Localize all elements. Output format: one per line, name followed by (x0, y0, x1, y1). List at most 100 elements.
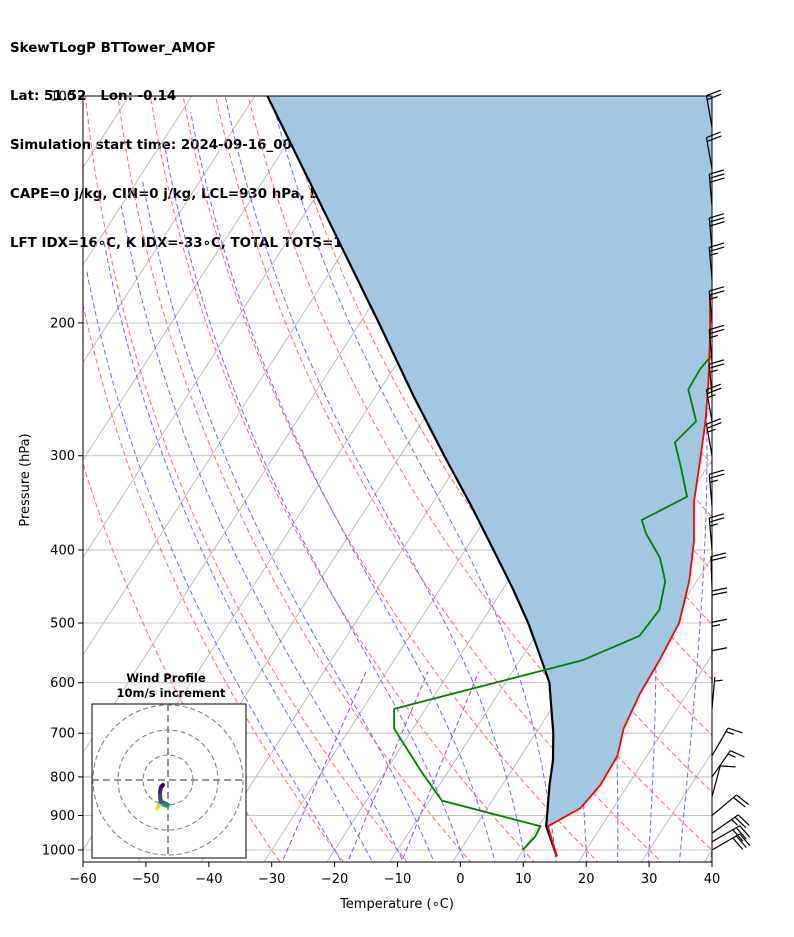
wind-barb-flag (711, 587, 728, 592)
wind-barb (711, 750, 745, 778)
wind-barb-flag (709, 177, 725, 183)
x-tick-label: −20 (321, 872, 348, 887)
mixing-ratio-line (401, 671, 480, 862)
wind-barb-staff (708, 329, 713, 362)
isotherm-line (577, 654, 712, 862)
wind-barb-half-flag (714, 679, 723, 682)
wind-barb-flag (734, 816, 747, 829)
wind-barb (711, 587, 728, 624)
isotherm-line (0, 79, 77, 881)
wind-barb-half-flag (709, 369, 718, 373)
isotherm-line (0, 79, 14, 881)
wind-barb (710, 552, 727, 589)
wind-barb-staff (708, 364, 713, 397)
x-tick-label: −10 (384, 872, 411, 887)
moist-adiabat-line (710, 845, 712, 862)
y-tick-label: 300 (50, 449, 75, 464)
temperature-profile-line (547, 292, 712, 857)
wind-barb (705, 89, 722, 128)
wind-barb (711, 618, 728, 655)
dry-adiabat-line (117, 96, 472, 862)
moist-adiabat-line (630, 96, 708, 862)
wind-barb-staff (708, 174, 713, 207)
x-tick-label: −60 (69, 872, 96, 887)
isotherm-line (83, 96, 256, 364)
wind-barb-flag (709, 213, 725, 219)
wind-barb-half-flag (727, 753, 736, 758)
wind-barb-flag (706, 131, 721, 139)
y-tick-label: 700 (50, 727, 75, 742)
wind-barb-flag (709, 169, 725, 175)
x-tick-label: −40 (195, 872, 222, 887)
wind-barb-half-flag (711, 624, 721, 627)
wind-barb-flag (710, 552, 726, 558)
wind-barb-flag (706, 89, 721, 97)
wind-barb-flag (709, 513, 725, 519)
wind-barb-flag (709, 290, 725, 296)
hodograph-inset: Wind Profile 10m/s increment (91, 671, 247, 859)
x-tick-label: −50 (132, 872, 159, 887)
wind-barb (708, 469, 725, 507)
wind-barb-flag (706, 422, 722, 429)
wind-barb-staff (711, 794, 737, 816)
wind-barb (711, 647, 728, 683)
wind-barb-staff (711, 750, 731, 778)
wind-barb (711, 825, 751, 843)
wind-barb-flag (709, 246, 725, 252)
dry-adiabat-line (83, 462, 281, 862)
wind-barb-flag (739, 825, 751, 838)
profile-lines (266, 96, 712, 857)
wind-barb-staff (705, 389, 713, 422)
wind-barb-half-flag (725, 730, 734, 735)
wind-barb-flag (735, 835, 747, 848)
wind-barb-staff (711, 727, 729, 757)
y-tick-label: 900 (50, 809, 75, 824)
wind-barb-half-flag (707, 428, 716, 433)
wind-barb-flag (709, 469, 725, 475)
parcel-profile-line (266, 96, 558, 857)
y-tick-label: 100 (50, 90, 75, 105)
wind-barb-staff (705, 424, 713, 456)
wind-barb-flag (709, 517, 725, 523)
wind-barb-flag (737, 814, 750, 826)
wind-barb-flag (732, 837, 744, 850)
wind-barb-half-flag (709, 334, 718, 339)
wind-barb-staff (708, 291, 713, 324)
wind-barb-flag (733, 797, 746, 808)
wind-barb-staff (711, 825, 741, 843)
y-tick-label: 400 (50, 543, 75, 558)
wind-barb (705, 383, 722, 422)
hodograph-frame (91, 703, 247, 859)
wind-barb-flag (709, 173, 725, 179)
wind-barb (708, 513, 725, 551)
wind-barb-staff (705, 95, 713, 128)
wind-barb (705, 418, 722, 456)
isotherm-line (452, 459, 712, 862)
moist-adiabat-line (120, 206, 404, 862)
wind-barb (711, 794, 749, 816)
wind-barbs (705, 89, 751, 851)
x-tick-label: 30 (641, 872, 658, 887)
wind-barb-staff (711, 677, 716, 709)
wind-barb (711, 814, 750, 834)
x-tick-label: 0 (456, 872, 464, 887)
dry-adiabat-line (215, 96, 663, 862)
wind-barb-half-flag (707, 394, 716, 399)
wind-barb-flag (709, 221, 725, 227)
wind-barb-staff (711, 765, 721, 797)
wind-barb-flag (730, 750, 745, 758)
wind-barb-flag (709, 217, 725, 223)
hodograph-title: Wind Profile (126, 671, 206, 685)
moist-adiabat-line (270, 96, 557, 862)
wind-barb-flag (727, 727, 743, 734)
wind-barb-flag (706, 135, 722, 143)
wind-barb-staff (708, 518, 713, 551)
wind-barb (711, 765, 736, 797)
wind-barb-flag (739, 833, 751, 846)
wind-barb (708, 324, 725, 362)
wind-barb-half-flag (709, 252, 718, 256)
mixing-ratio-line (347, 671, 429, 862)
wind-barb-flag (706, 383, 721, 391)
wind-barb (711, 677, 723, 709)
